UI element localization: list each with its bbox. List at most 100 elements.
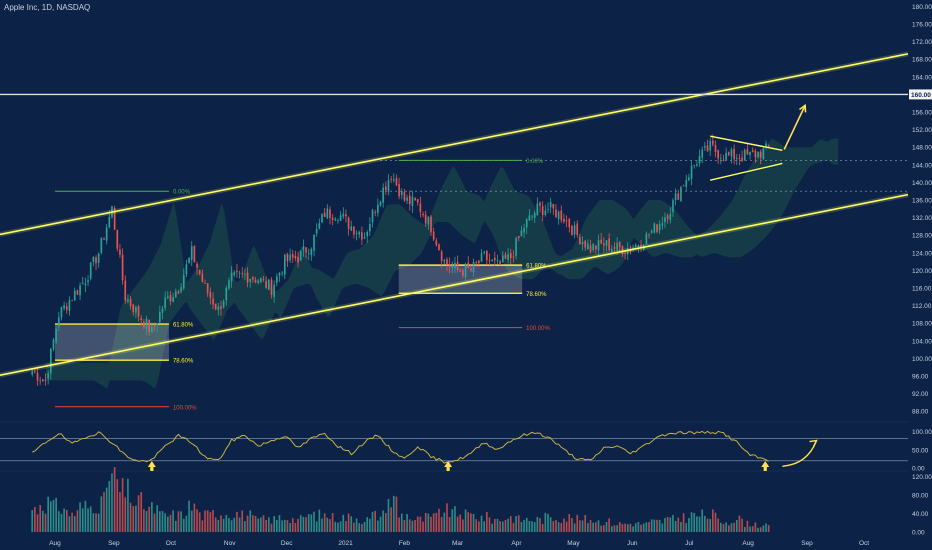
candle-body <box>733 148 735 160</box>
candle-body <box>283 254 286 275</box>
volume-bar <box>560 523 563 532</box>
y-tick-label: 140.00 <box>912 180 932 187</box>
volume-bar <box>544 512 547 532</box>
cloud-band <box>46 138 839 389</box>
x-tick-label: Oct <box>859 540 869 547</box>
volume-bar <box>613 525 616 532</box>
y-tick-label: 100.00 <box>912 356 932 363</box>
candle-body <box>746 149 749 155</box>
volume-bar <box>95 513 97 532</box>
volume-bar <box>127 478 129 532</box>
candle-body <box>137 306 140 317</box>
candle-body <box>363 237 366 239</box>
candle-body <box>499 261 501 264</box>
candle-body <box>438 244 440 251</box>
candle-body <box>145 318 148 330</box>
candle-body <box>456 261 459 271</box>
volume-bar <box>39 505 42 532</box>
candle-body <box>206 283 209 294</box>
volume-bar <box>361 524 363 532</box>
fib-level-label: 100.00% <box>526 326 550 332</box>
candle-body <box>568 218 571 228</box>
volume-bar <box>299 515 302 532</box>
volume-bar <box>60 513 63 532</box>
candle-body <box>719 158 722 160</box>
volume-bar <box>329 519 331 532</box>
candle-body <box>573 225 576 235</box>
candle-body <box>422 213 424 216</box>
signal-arrow <box>147 461 156 467</box>
volume-bar <box>140 492 143 532</box>
volume-bar <box>387 499 390 532</box>
candle-body <box>384 186 387 190</box>
volume-bar <box>523 519 525 532</box>
volume-bar <box>491 523 493 532</box>
candle-body <box>605 240 608 246</box>
candle-body <box>52 339 55 350</box>
volume-bar <box>424 512 427 532</box>
candle-body <box>467 263 470 269</box>
candle-body <box>741 157 743 161</box>
volume-bar <box>488 517 491 532</box>
volume-bar <box>371 511 374 532</box>
volume-bar <box>571 518 573 532</box>
candle-body <box>135 307 137 313</box>
candle-body <box>475 261 478 263</box>
candle-body <box>353 226 355 235</box>
candle-body <box>677 193 680 200</box>
fib-level-label: 100.00% <box>173 405 197 411</box>
volume-bar <box>501 521 504 532</box>
candle-body <box>116 230 119 249</box>
volume-bar <box>398 517 400 532</box>
candle-body <box>666 215 669 219</box>
candle-body <box>201 273 204 282</box>
volume-bar <box>451 509 454 532</box>
volume-bar <box>31 510 34 532</box>
y-tick-label: 128.00 <box>912 233 932 240</box>
candle-body <box>478 260 480 264</box>
candle-body <box>704 146 706 148</box>
volume-bar <box>291 518 294 532</box>
volume-bar <box>34 506 36 532</box>
volume-bar <box>541 523 544 532</box>
volume-bar <box>305 517 307 532</box>
candle-body <box>751 150 754 153</box>
volume-bar <box>302 516 305 532</box>
volume-bar <box>339 521 342 532</box>
volume-bar <box>283 519 286 532</box>
volume-bar <box>244 521 246 532</box>
candle-body <box>547 209 549 211</box>
candle-body <box>57 317 60 327</box>
volume-bar <box>355 518 358 532</box>
candle-body <box>387 180 390 192</box>
volume-bar <box>108 481 111 532</box>
candle-body <box>129 299 132 307</box>
volume-bar <box>605 521 608 532</box>
candle-body <box>634 244 637 247</box>
oscillator-tick-label: 50.00 <box>912 447 929 454</box>
volume-bar <box>81 508 84 532</box>
y-tick-label: 148.00 <box>912 145 932 152</box>
y-tick-label: 132.00 <box>912 215 932 222</box>
candle-body <box>84 283 87 286</box>
x-tick-label: Jul <box>685 540 694 547</box>
candle-body <box>246 272 249 283</box>
candle-body <box>411 196 414 207</box>
candle-body <box>281 272 283 274</box>
volume-bar <box>759 527 762 532</box>
y-tick-label: 172.00 <box>912 39 932 46</box>
candle-body <box>672 200 674 213</box>
volume-bar <box>525 517 528 532</box>
candle-body <box>174 291 177 298</box>
candle-body <box>220 306 222 310</box>
candle-body <box>371 209 374 223</box>
candle-body <box>743 150 746 161</box>
candle-body <box>238 273 241 274</box>
volume-bar <box>252 515 254 532</box>
oscillator-tick-label: 100.00 <box>912 429 932 436</box>
price-projection-arrow-shaft <box>783 105 806 150</box>
volume-bar <box>674 520 677 532</box>
y-tick-label: 176.00 <box>912 22 932 29</box>
volume-bar <box>496 518 499 532</box>
